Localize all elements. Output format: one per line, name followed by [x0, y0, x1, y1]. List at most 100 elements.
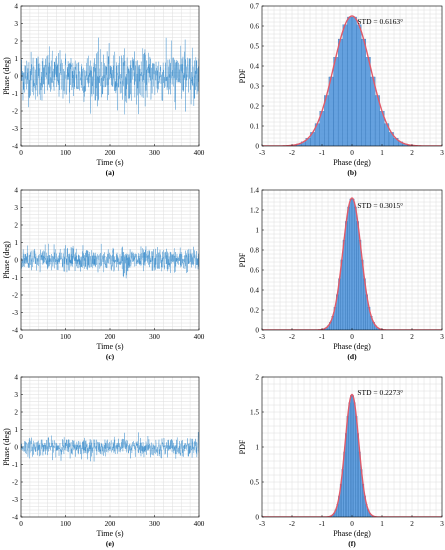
y-tick-label: -3 — [12, 496, 18, 504]
y-tick-label: 4 — [14, 3, 18, 11]
y-tick-label: -2 — [12, 108, 18, 116]
y-tick-label: 0.6 — [250, 267, 259, 275]
phase-series-line — [21, 37, 199, 115]
x-tick-label: -3 — [259, 520, 265, 528]
x-tick-label: -3 — [259, 149, 265, 157]
histogram-bar — [342, 239, 346, 330]
x-tick-label: 0 — [350, 520, 354, 528]
panel-label: (c) — [106, 352, 115, 361]
x-tick-label: 1 — [380, 333, 384, 341]
x-tick-label: 400 — [194, 333, 205, 341]
gaussian-fit-line — [262, 393, 442, 517]
x-tick-label: -1 — [319, 149, 325, 157]
y-tick-label: 2 — [14, 409, 18, 417]
y-tick-label: -2 — [12, 479, 18, 487]
panel-d: STD = 0.3015° -3 -2 -1 0 1 2 3 0 0.2 0.4 0.6 0.8 1 1.2… — [238, 187, 444, 362]
x-tick-label: 400 — [194, 520, 205, 528]
panel-label: (e) — [106, 539, 115, 548]
y-tick-label: 0.2 — [250, 103, 259, 111]
x-tick-label: 2 — [410, 333, 414, 341]
panel-b: STD = 0.6163° -3 -2 -1 0 1 2 3 0 0.1 0.2 0.3 0.4 0.5 0… — [238, 3, 444, 178]
panel-c: 0 100 200 300 400 -4 -3 -2 -1 0 1 2 3 4 Time (s) Phase … — [2, 187, 205, 362]
panel-label: (f) — [348, 539, 356, 548]
x-tick-label: 400 — [194, 149, 205, 157]
x-tick-label: 200 — [105, 520, 116, 528]
x-axis-label: Phase (deg) — [333, 158, 371, 167]
y-axis-label: PDF — [238, 68, 247, 83]
histogram-bar — [351, 395, 354, 517]
x-tick-label: 100 — [60, 149, 71, 157]
histogram-bar — [347, 206, 350, 330]
x-tick-label: 0 — [19, 149, 23, 157]
histogram-bar — [361, 38, 367, 146]
histogram-bar — [347, 16, 353, 146]
x-tick-label: 3 — [440, 333, 444, 341]
y-tick-label: 3 — [14, 20, 18, 28]
y-tick-label: -1 — [12, 90, 18, 98]
std-label: STD = 0.2273° — [357, 388, 403, 397]
histogram-bar — [348, 402, 351, 517]
panel-a: 0 100 200 300 400 -4 -3 -2 -1 0 1 2 3 4 Time (s) Phase … — [2, 3, 205, 178]
y-axis-label: PDF — [238, 252, 247, 267]
y-axis-label: Phase (deg) — [2, 241, 11, 279]
y-tick-label: 1.4 — [250, 187, 259, 195]
x-tick-label: -1 — [319, 520, 325, 528]
y-tick-label: 0.8 — [250, 247, 259, 255]
y-tick-label: -4 — [12, 143, 18, 151]
histogram-bar — [346, 416, 349, 517]
x-tick-label: 300 — [149, 333, 160, 341]
histogram-bar — [345, 221, 348, 330]
x-tick-label: 0 — [19, 333, 23, 341]
panel-label: (d) — [347, 352, 357, 361]
x-tick-label: 0 — [350, 149, 354, 157]
y-axis-label: Phase (deg) — [2, 57, 11, 95]
y-tick-label: 0 — [14, 73, 18, 81]
histogram-bar — [333, 57, 339, 146]
histogram-bar — [356, 221, 359, 330]
panel-e: 0 100 200 300 400 -4 -3 -2 -1 0 1 2 3 4 Time (s) Phase … — [2, 374, 205, 549]
histogram — [287, 16, 417, 146]
y-tick-label: 0.1 — [250, 123, 259, 131]
histogram-bar — [354, 206, 357, 330]
y-tick-label: 0 — [255, 327, 259, 335]
y-tick-label: 0.5 — [250, 479, 259, 487]
x-tick-label: 300 — [149, 520, 160, 528]
x-tick-label: 100 — [60, 520, 71, 528]
x-tick-label: 0 — [350, 333, 354, 341]
y-tick-label: 0.4 — [250, 287, 259, 295]
x-axis-label: Phase (deg) — [333, 342, 371, 351]
y-tick-label: 0.7 — [250, 3, 259, 11]
x-tick-label: 100 — [60, 333, 71, 341]
y-tick-label: 1.5 — [250, 409, 259, 417]
x-tick-label: -2 — [289, 333, 295, 341]
histogram-bar — [365, 57, 371, 146]
panel-f: STD = 0.2273° -3 -2 -1 0 1 2 3 0 0.5 1 1.5 2 Phase (d… — [238, 374, 444, 549]
x-tick-label: -3 — [259, 333, 265, 341]
x-tick-label: 3 — [440, 149, 444, 157]
x-tick-label: -2 — [289, 520, 295, 528]
y-tick-label: 1 — [14, 55, 18, 63]
y-tick-label: 2 — [14, 38, 18, 46]
y-tick-label: 3 — [14, 204, 18, 212]
y-tick-label: 0.2 — [250, 307, 259, 315]
gaussian-fit-line — [262, 197, 442, 330]
y-tick-label: -1 — [12, 461, 18, 469]
x-tick-label: 2 — [410, 149, 414, 157]
y-tick-label: -3 — [12, 309, 18, 317]
histogram — [320, 198, 384, 330]
panel-label: (a) — [106, 168, 115, 177]
std-label: STD = 0.3015° — [357, 201, 403, 210]
y-tick-label: 1.2 — [250, 207, 259, 215]
y-tick-label: -3 — [12, 125, 18, 133]
y-tick-label: -2 — [12, 292, 18, 300]
x-axis-label: Time (s) — [96, 158, 123, 167]
histogram — [327, 395, 377, 517]
histogram-bar — [351, 16, 357, 146]
y-tick-label: 1 — [255, 444, 259, 452]
y-tick-label: 0 — [255, 514, 259, 522]
x-tick-label: 1 — [380, 149, 384, 157]
y-tick-label: 0.6 — [250, 23, 259, 31]
y-axis-label: PDF — [238, 439, 247, 454]
x-axis-label: Time (s) — [96, 342, 123, 351]
histogram-bar — [355, 416, 358, 517]
